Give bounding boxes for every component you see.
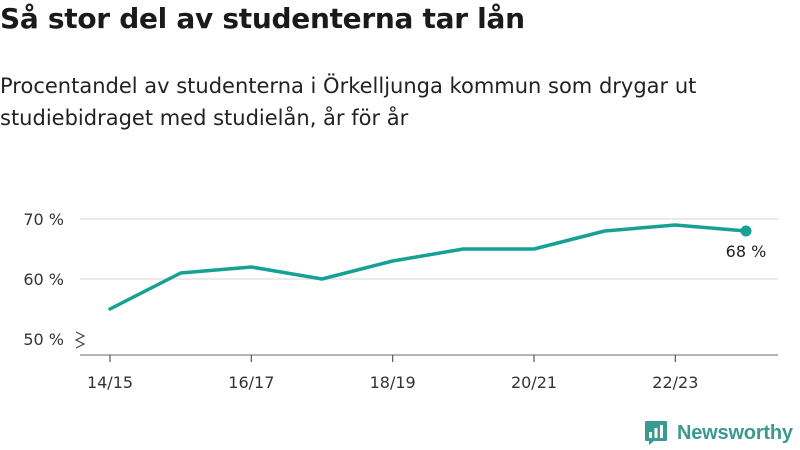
- y-tick-label: 60 %: [23, 270, 64, 289]
- grid-lines: [80, 218, 778, 280]
- line-chart: 50 % 60 % 70 % 14/15 16/17 18/19 20/21 22/23 6…: [23, 210, 778, 392]
- newsworthy-logo: Newsworthy: [644, 420, 793, 446]
- x-tick-label: 16/17: [228, 373, 274, 392]
- x-tick-label: 14/15: [87, 373, 133, 392]
- x-tick-label: 22/23: [652, 373, 698, 392]
- y-tick-label: 70 %: [23, 210, 64, 229]
- end-value-label: 68 %: [726, 242, 767, 261]
- chart-title: Så stor del av studenterna tar lån: [0, 2, 525, 35]
- series-line: [108, 223, 748, 311]
- chart-subtitle: Procentandel av studenterna i Örkelljung…: [0, 74, 697, 130]
- axis-break-icon: [74, 331, 86, 349]
- bar-chart-speech-bubble-icon: [645, 421, 667, 445]
- x-tick-label: 18/19: [370, 373, 416, 392]
- series-layer: 68 %: [108, 223, 767, 311]
- y-tick-label: 50 %: [23, 330, 64, 349]
- x-tick-label: 20/21: [511, 373, 557, 392]
- brand-name: Newsworthy: [677, 421, 793, 444]
- end-point: [740, 225, 752, 237]
- y-axis-labels: 50 % 60 % 70 %: [23, 210, 86, 349]
- x-axis: 14/15 16/17 18/19 20/21 22/23: [80, 354, 778, 392]
